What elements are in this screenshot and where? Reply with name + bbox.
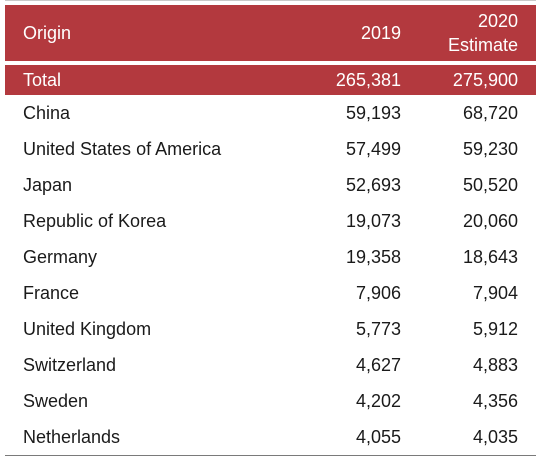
column-header-origin: Origin	[5, 5, 302, 61]
total-label: Total	[5, 65, 302, 95]
row-value-2019: 57,499	[345, 138, 401, 159]
row-value-2019: 19,358	[345, 246, 401, 267]
table-body: China 59,193 68,720 United States of Ame…	[5, 95, 536, 456]
table-row: China 59,193 68,720	[5, 95, 536, 131]
row-origin: China	[23, 102, 71, 123]
column-header-2020-estimate-label: Estimate	[447, 35, 518, 55]
top-divider	[5, 0, 536, 1]
row-origin: United States of America	[23, 138, 222, 159]
row-value-2020: 4,035	[414, 419, 536, 456]
table-row: Japan 52,693 50,520	[5, 167, 536, 203]
row-value-2020: 59,230	[462, 138, 518, 159]
total-2020: 275,900	[414, 65, 536, 95]
row-value-2020: 7,904	[472, 282, 518, 303]
row-value-2019: 59,193	[345, 102, 401, 123]
row-value-2019: 4,202	[355, 390, 401, 411]
row-value-2020: 50,520	[462, 174, 518, 195]
table-header: Origin 2019 2020 Estimate Total 265,381 …	[5, 5, 536, 95]
row-origin: Switzerland	[23, 354, 117, 375]
row-value-2019: 52,693	[345, 174, 401, 195]
row-value-2020: 20,060	[462, 210, 518, 231]
row-origin: United Kingdom	[23, 318, 152, 339]
row-value-2020: 4,356	[472, 390, 518, 411]
row-value-2019: 7,906	[355, 282, 401, 303]
row-origin: France	[23, 282, 80, 303]
table-row: Switzerland 4,627 4,883	[5, 347, 536, 383]
row-value-2020: 68,720	[462, 102, 518, 123]
table-row: Republic of Korea 19,073 20,060	[5, 203, 536, 239]
total-row: Total 265,381 275,900	[5, 65, 536, 95]
row-value-2019: 4,055	[302, 419, 414, 456]
table-row: United States of America 57,499 59,230	[5, 131, 536, 167]
row-value-2019: 19,073	[345, 210, 401, 231]
total-2019: 265,381	[302, 65, 414, 95]
table-row: Netherlands 4,055 4,035	[5, 419, 536, 456]
row-value-2020: 4,883	[472, 354, 518, 375]
table-row: Germany 19,358 18,643	[5, 239, 536, 275]
row-origin: Republic of Korea	[23, 210, 167, 231]
table-row: France 7,906 7,904	[5, 275, 536, 311]
header-spacer	[5, 61, 536, 65]
column-header-2019: 2019	[302, 5, 414, 61]
row-origin: Japan	[23, 174, 73, 195]
row-value-2020: 5,912	[472, 318, 518, 339]
row-value-2020: 18,643	[462, 246, 518, 267]
header-row: Origin 2019 2020 Estimate	[5, 5, 536, 61]
table-row: Sweden 4,202 4,356	[5, 383, 536, 419]
origin-table: Origin 2019 2020 Estimate Total 265,381 …	[5, 5, 536, 456]
column-header-2020-estimate: 2020 Estimate	[414, 5, 536, 61]
table-row: United Kingdom 5,773 5,912	[5, 311, 536, 347]
column-header-2020-year: 2020	[477, 11, 518, 31]
row-origin: Sweden	[23, 390, 89, 411]
row-value-2019: 5,773	[355, 318, 401, 339]
row-value-2019: 4,627	[355, 354, 401, 375]
row-origin: Netherlands	[5, 419, 302, 456]
row-origin: Germany	[23, 246, 98, 267]
header-spacer-cell	[5, 61, 536, 65]
